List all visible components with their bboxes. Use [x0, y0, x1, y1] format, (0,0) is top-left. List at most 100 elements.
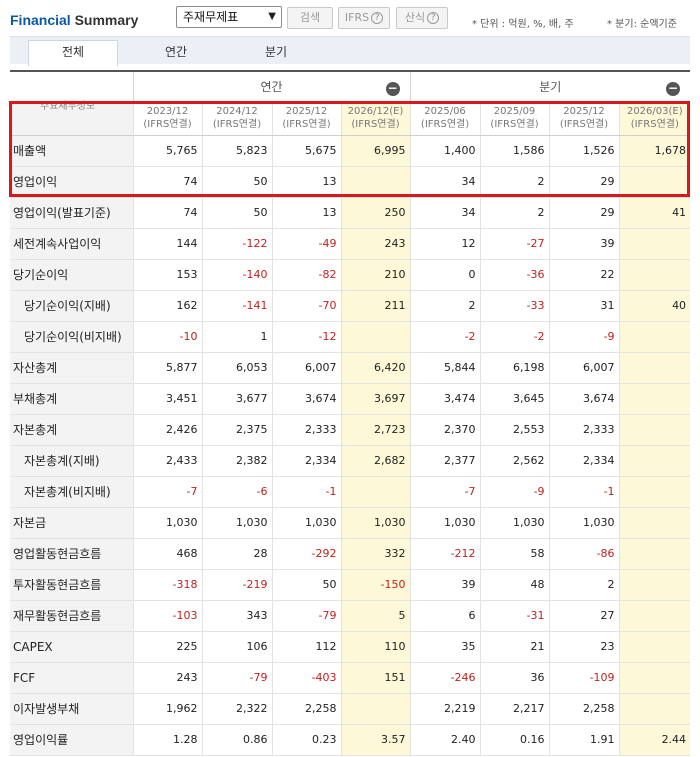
corner-header: 주요재무정보	[10, 70, 134, 112]
table-row: 자본총계(지배) 2,433 2,382 2,334 2,682 2,377 2,562 2,…	[10, 445, 691, 477]
table-row: 영업이익 74 50 13 34 2 29	[10, 166, 691, 198]
table-cell: 2,562	[479, 445, 550, 477]
column-header: 2025/09 (IFRS연결)	[479, 101, 550, 136]
table-row: 자본총계(비지배) -7 -6 -1 -7 -9 -1	[10, 476, 691, 508]
column-header-row: 2023/12 (IFRS연결) 2024/12 (IFRS연결) 2025/12 (IF…	[10, 101, 691, 136]
statement-type-select[interactable]: 주재무제표 ▼	[176, 6, 282, 28]
column-basis: (IFRS연결)	[490, 119, 539, 130]
table-cell	[618, 259, 691, 291]
row-label: 자본금	[10, 507, 133, 539]
table-cell: 1,030	[201, 507, 272, 539]
table-cell: -7	[409, 476, 481, 508]
table-cell: 12	[409, 228, 481, 260]
table-cell: 50	[271, 569, 341, 601]
table-cell: 153	[132, 259, 202, 291]
column-period: 2026/03(E)	[626, 106, 683, 117]
help-icon: ?	[427, 12, 440, 24]
table-cell: -82	[271, 259, 341, 291]
corner-header-sub	[10, 101, 133, 136]
table-cell: 3.57	[340, 724, 411, 756]
table-cell: -7	[132, 476, 202, 508]
table-cell	[618, 166, 691, 198]
table-cell	[618, 538, 691, 570]
table-cell: 50	[201, 166, 272, 198]
page-title: Financial Summary	[10, 12, 139, 28]
table-cell: 210	[340, 259, 411, 291]
table-cell: 0.23	[271, 724, 341, 756]
table-cell: 2,382	[201, 445, 272, 477]
row-label: 영업이익률	[10, 724, 133, 756]
row-label: 당기순이익	[10, 259, 133, 291]
table-row: 자본금 1,030 1,030 1,030 1,030 1,030 1,030 1,030	[10, 507, 691, 539]
annual-group-label: 연간	[260, 79, 283, 94]
table-row: 영업이익률 1.28 0.86 0.23 3.57 2.40 0.16 1.91 2.44	[10, 724, 691, 756]
table-cell: 6,420	[340, 352, 411, 384]
column-header: 2026/03(E) (IFRS연결)	[618, 101, 691, 136]
statement-type-value: 주재무제표	[183, 10, 239, 24]
table-cell: 0.16	[479, 724, 550, 756]
tab-annual[interactable]: 연간	[164, 45, 188, 59]
table-cell: 2	[548, 569, 620, 601]
table-cell	[340, 166, 411, 198]
row-label: 자본총계(비지배)	[10, 476, 133, 508]
table-row: CAPEX 225 106 112 110 35 21 23	[10, 631, 691, 663]
table-cell: 1	[201, 321, 272, 353]
table-cell	[618, 383, 691, 415]
table-cell: 1,030	[271, 507, 341, 539]
table-row: 매출액 5,765 5,823 5,675 6,995 1,400 1,586 1,526 1,…	[10, 135, 691, 167]
column-header: 2025/12 (IFRS연결)	[548, 101, 620, 136]
table-cell: 2,258	[548, 693, 620, 725]
column-header: 2025/06 (IFRS연결)	[409, 101, 481, 136]
table-cell: 27	[548, 600, 620, 632]
column-header: 2023/12 (IFRS연결)	[132, 101, 202, 136]
table-cell: 3,674	[548, 383, 620, 415]
tab-all[interactable]: 전체	[28, 40, 118, 66]
quarter-group-label: 분기	[539, 79, 562, 94]
column-period: 2025/12	[563, 106, 605, 117]
table-row: 세전계속사업이익 144 -122 -49 243 12 -27 39	[10, 228, 691, 260]
table-cell: 6,007	[548, 352, 620, 384]
table-cell: 243	[132, 662, 202, 694]
search-button[interactable]: 검색	[287, 7, 333, 29]
table-cell: 2	[409, 290, 481, 322]
annual-collapse-icon[interactable]: −	[385, 81, 400, 96]
column-period: 2024/12	[216, 106, 258, 117]
column-header: 2024/12 (IFRS연결)	[201, 101, 272, 136]
table-row: 당기순이익(비지배) -10 1 -12 -2 -2 -9	[10, 321, 691, 353]
table-cell: 23	[548, 631, 620, 663]
table-cell: 5	[340, 600, 411, 632]
table-cell: 29	[548, 197, 620, 229]
table-cell: 3,645	[479, 383, 550, 415]
ifrs-help-button[interactable]: IFRS?	[338, 7, 390, 29]
row-label: 당기순이익(비지배)	[10, 321, 133, 353]
tab-quarter[interactable]: 분기	[264, 45, 288, 59]
table-cell: 58	[479, 538, 550, 570]
table-cell: 3,451	[132, 383, 202, 415]
table-cell: -212	[409, 538, 481, 570]
quarter-collapse-icon[interactable]: −	[666, 81, 681, 96]
table-cell: 39	[548, 228, 620, 260]
table-cell: 2,370	[409, 414, 481, 446]
table-cell: 5,765	[132, 135, 202, 167]
row-label: 자산총계	[10, 352, 133, 384]
table-cell: -292	[271, 538, 341, 570]
table-cell: -103	[132, 600, 202, 632]
table-cell: 1.91	[548, 724, 620, 756]
table-cell: -10	[132, 321, 202, 353]
table-row: 투자활동현금흐름 -318 -219 50 -150 39 48 2	[10, 569, 691, 601]
row-label: 영업이익(발표기준)	[10, 197, 133, 229]
table-cell: 3,697	[340, 383, 411, 415]
table-cell: 28	[201, 538, 272, 570]
chevron-down-icon: ▼	[268, 11, 276, 22]
table-cell: 6	[409, 600, 481, 632]
table-cell: 41	[618, 197, 691, 229]
annual-group-header: 연간 −	[132, 70, 411, 102]
table-row: 자산총계 5,877 6,053 6,007 6,420 5,844 6,198 6,007	[10, 352, 691, 384]
formula-help-button[interactable]: 산식?	[396, 7, 448, 29]
table-cell: 1,526	[548, 135, 620, 167]
table-cell: 1,962	[132, 693, 202, 725]
column-basis: (IFRS연결)	[559, 119, 609, 130]
table-cell: 243	[340, 228, 411, 260]
table-cell: 31	[548, 290, 620, 322]
table-cell: 6,007	[271, 352, 341, 384]
